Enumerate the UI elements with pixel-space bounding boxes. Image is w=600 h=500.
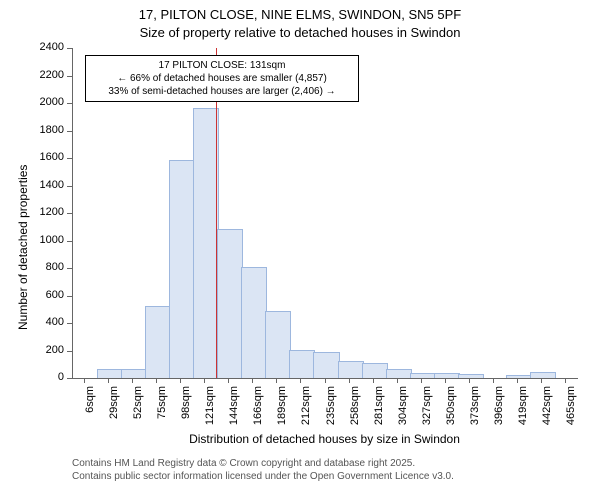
ytick-mark bbox=[67, 158, 72, 159]
xtick-mark bbox=[493, 378, 494, 383]
xtick-mark bbox=[373, 378, 374, 383]
ytick-label: 600 bbox=[32, 289, 64, 301]
ytick-label: 1400 bbox=[32, 179, 64, 191]
histogram-bar bbox=[434, 373, 460, 378]
chart-container: 17, PILTON CLOSE, NINE ELMS, SWINDON, SN… bbox=[0, 0, 600, 500]
ytick-label: 1800 bbox=[32, 124, 64, 136]
ytick-label: 1200 bbox=[32, 206, 64, 218]
xtick-label: 442sqm bbox=[541, 386, 553, 436]
histogram-bar bbox=[121, 369, 147, 378]
xtick-mark bbox=[132, 378, 133, 383]
chart-title: 17, PILTON CLOSE, NINE ELMS, SWINDON, SN… bbox=[0, 0, 600, 41]
ytick-mark bbox=[67, 76, 72, 77]
ytick-mark bbox=[67, 268, 72, 269]
histogram-bar bbox=[313, 352, 339, 378]
ytick-mark bbox=[67, 296, 72, 297]
ytick-label: 400 bbox=[32, 316, 64, 328]
ytick-mark bbox=[67, 213, 72, 214]
xtick-mark bbox=[469, 378, 470, 383]
ytick-mark bbox=[67, 323, 72, 324]
ytick-mark bbox=[67, 103, 72, 104]
xtick-mark bbox=[84, 378, 85, 383]
histogram-bar bbox=[362, 363, 388, 378]
xtick-label: 396sqm bbox=[493, 386, 505, 436]
histogram-bar bbox=[97, 369, 123, 378]
ytick-label: 800 bbox=[32, 261, 64, 273]
xtick-label: 121sqm bbox=[204, 386, 216, 436]
xtick-label: 465sqm bbox=[565, 386, 577, 436]
xtick-mark bbox=[204, 378, 205, 383]
ytick-mark bbox=[67, 131, 72, 132]
footer-attribution: Contains HM Land Registry data © Crown c… bbox=[72, 458, 454, 483]
xtick-label: 6sqm bbox=[84, 386, 96, 436]
histogram-bar bbox=[410, 373, 436, 378]
footer-line2: Contains public sector information licen… bbox=[72, 471, 454, 482]
annotation-line2: ← 66% of detached houses are smaller (4,… bbox=[92, 72, 352, 85]
histogram-bar bbox=[289, 350, 315, 379]
xtick-mark bbox=[228, 378, 229, 383]
xtick-label: 189sqm bbox=[276, 386, 288, 436]
xtick-label: 373sqm bbox=[469, 386, 481, 436]
xtick-mark bbox=[349, 378, 350, 383]
histogram-bar bbox=[458, 374, 484, 378]
histogram-bar bbox=[241, 267, 267, 378]
xtick-mark bbox=[541, 378, 542, 383]
title-line2: Size of property relative to detached ho… bbox=[140, 25, 461, 40]
xtick-label: 212sqm bbox=[300, 386, 312, 436]
ytick-label: 1000 bbox=[32, 234, 64, 246]
histogram-bar bbox=[506, 375, 532, 378]
ytick-label: 0 bbox=[32, 371, 64, 383]
xtick-mark bbox=[397, 378, 398, 383]
ytick-mark bbox=[67, 351, 72, 352]
xtick-label: 144sqm bbox=[228, 386, 240, 436]
ytick-label: 2000 bbox=[32, 96, 64, 108]
xtick-label: 419sqm bbox=[517, 386, 529, 436]
histogram-bar bbox=[338, 361, 364, 379]
xtick-mark bbox=[565, 378, 566, 383]
ytick-label: 2200 bbox=[32, 69, 64, 81]
ytick-mark bbox=[67, 378, 72, 379]
xtick-label: 29sqm bbox=[108, 386, 120, 436]
ytick-label: 200 bbox=[32, 344, 64, 356]
histogram-bar bbox=[169, 160, 195, 378]
ytick-mark bbox=[67, 48, 72, 49]
footer-line1: Contains HM Land Registry data © Crown c… bbox=[72, 458, 415, 469]
annotation-line3: 33% of semi-detached houses are larger (… bbox=[92, 85, 352, 98]
annotation-box: 17 PILTON CLOSE: 131sqm ← 66% of detache… bbox=[85, 55, 359, 102]
xtick-label: 98sqm bbox=[180, 386, 192, 436]
xtick-label: 281sqm bbox=[373, 386, 385, 436]
histogram-bar bbox=[145, 306, 171, 379]
annotation-line1: 17 PILTON CLOSE: 131sqm bbox=[92, 59, 352, 72]
xtick-label: 235sqm bbox=[325, 386, 337, 436]
histogram-bar bbox=[530, 372, 556, 378]
xtick-label: 258sqm bbox=[349, 386, 361, 436]
xtick-mark bbox=[276, 378, 277, 383]
xtick-mark bbox=[180, 378, 181, 383]
xtick-label: 350sqm bbox=[445, 386, 457, 436]
ytick-label: 2400 bbox=[32, 41, 64, 53]
title-line1: 17, PILTON CLOSE, NINE ELMS, SWINDON, SN… bbox=[139, 7, 461, 22]
xtick-mark bbox=[421, 378, 422, 383]
xtick-label: 166sqm bbox=[252, 386, 264, 436]
xtick-label: 304sqm bbox=[397, 386, 409, 436]
ytick-mark bbox=[67, 241, 72, 242]
xtick-mark bbox=[252, 378, 253, 383]
ytick-label: 1600 bbox=[32, 151, 64, 163]
xtick-label: 52sqm bbox=[132, 386, 144, 436]
xtick-label: 327sqm bbox=[421, 386, 433, 436]
xtick-mark bbox=[300, 378, 301, 383]
xtick-label: 75sqm bbox=[156, 386, 168, 436]
ytick-mark bbox=[67, 186, 72, 187]
xtick-mark bbox=[445, 378, 446, 383]
xtick-mark bbox=[325, 378, 326, 383]
xtick-mark bbox=[156, 378, 157, 383]
xtick-mark bbox=[108, 378, 109, 383]
histogram-bar bbox=[386, 369, 412, 378]
xtick-mark bbox=[517, 378, 518, 383]
y-axis-label: Number of detached properties bbox=[16, 165, 30, 330]
histogram-bar bbox=[217, 229, 243, 379]
histogram-bar bbox=[265, 311, 291, 378]
